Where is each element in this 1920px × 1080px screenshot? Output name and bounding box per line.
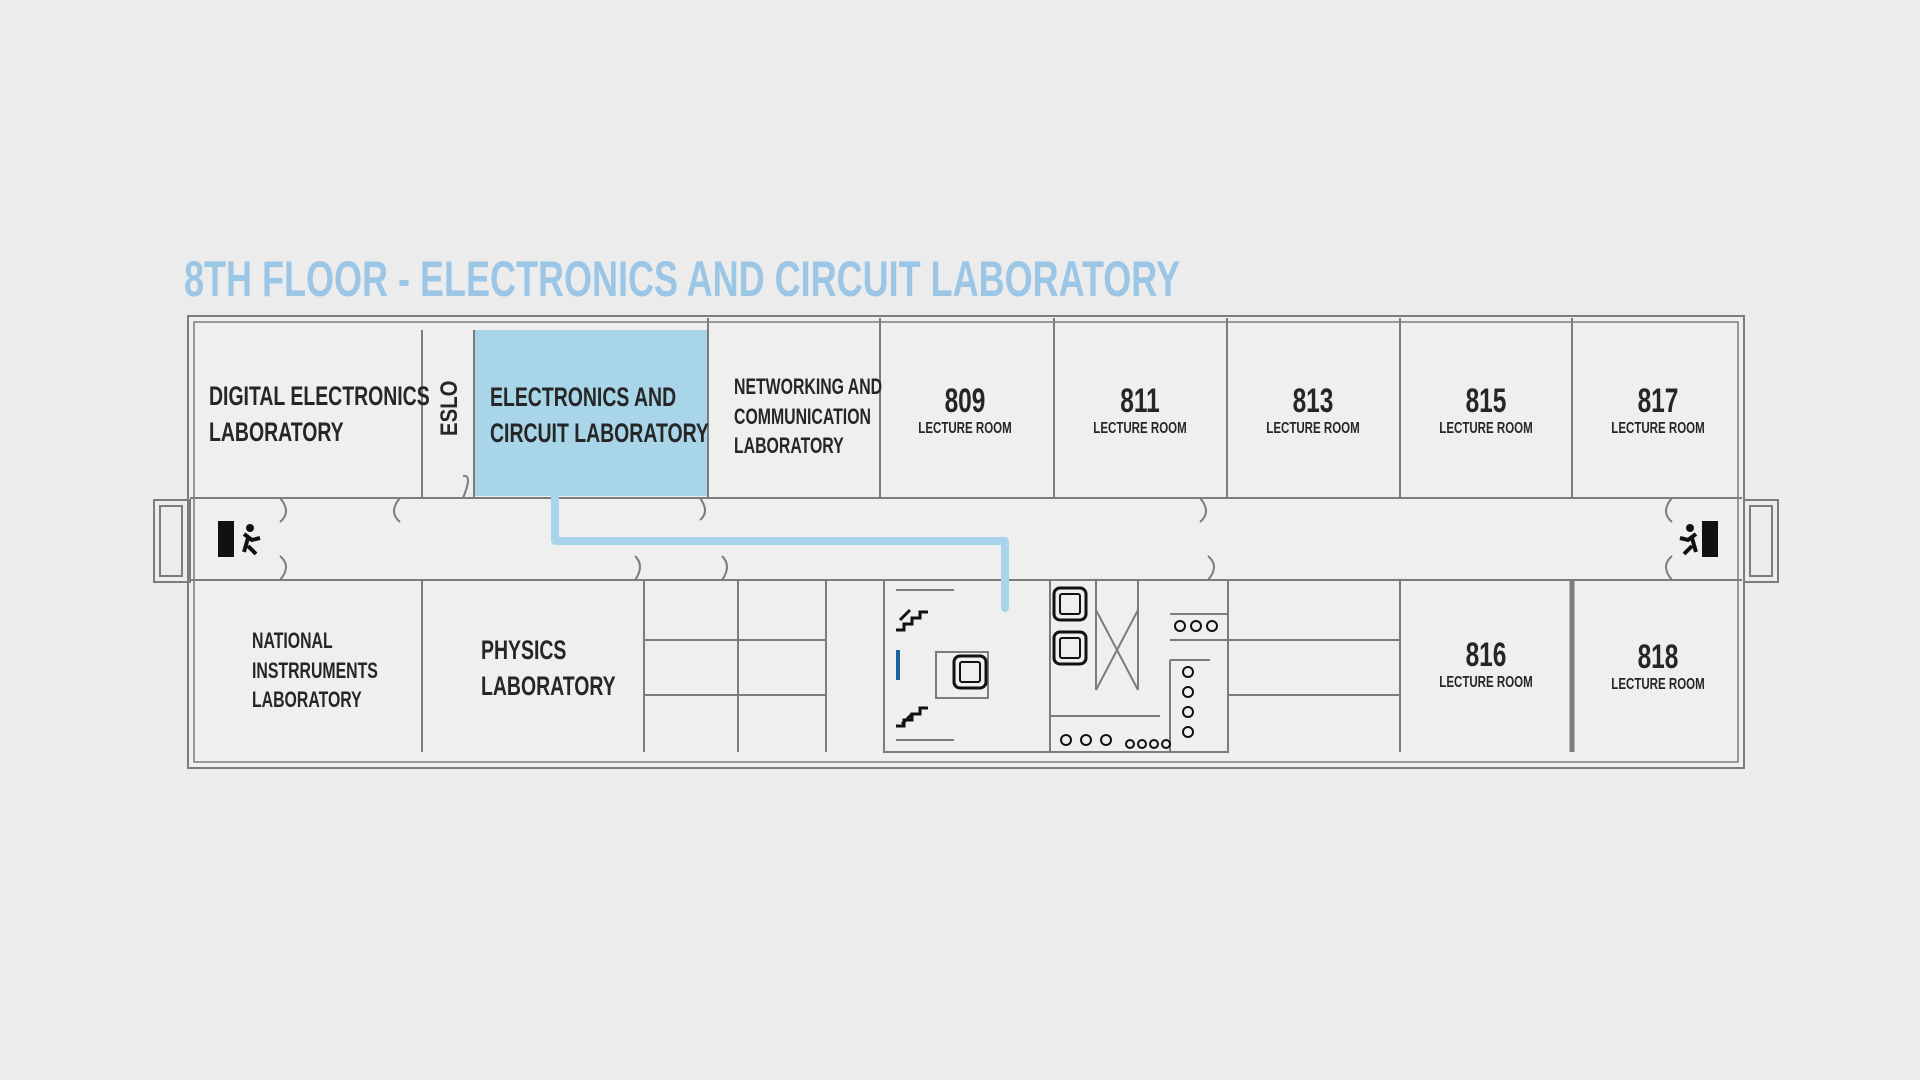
room-label-line: NETWORKING AND xyxy=(734,374,883,399)
elevator-icon xyxy=(1052,586,1088,622)
toilet-icon xyxy=(1060,620,1218,749)
room-number: 816 xyxy=(1465,636,1507,674)
room-type: LECTURE ROOM xyxy=(1611,419,1705,437)
room-816[interactable]: 816 LECTURE ROOM xyxy=(1419,636,1553,692)
room-networking[interactable]: NETWORKING AND COMMUNICATION LABORATORY xyxy=(734,372,882,461)
room-label-line: CIRCUIT LABORATORY xyxy=(490,418,709,449)
room-electronics-circuit[interactable]: ELECTRONICS AND CIRCUIT LABORATORY xyxy=(490,379,709,452)
room-817[interactable]: 817 LECTURE ROOM xyxy=(1591,382,1725,438)
route-path xyxy=(551,480,1009,612)
room-818[interactable]: 818 LECTURE ROOM xyxy=(1591,638,1725,694)
room-number: 813 xyxy=(1292,382,1334,420)
room-label-line: INSTRRUMENTS xyxy=(252,657,378,683)
room-number: 817 xyxy=(1637,382,1679,420)
room-label-line: DIGITAL ELECTRONICS xyxy=(209,381,430,411)
room-national-instruments[interactable]: NATIONAL INSTRRUMENTS LABORATORY xyxy=(252,626,378,715)
emergency-exit-icon xyxy=(1679,521,1718,557)
room-number: 818 xyxy=(1637,638,1679,676)
room-815[interactable]: 815 LECTURE ROOM xyxy=(1419,382,1553,438)
room-physics[interactable]: PHYSICS LABORATORY xyxy=(481,632,616,705)
room-type: LECTURE ROOM xyxy=(1439,419,1533,437)
room-number: 809 xyxy=(944,382,986,420)
emergency-exit-icon xyxy=(218,521,261,557)
room-label-line: NATIONAL xyxy=(252,628,333,653)
highlighted-room-electronics-circuit[interactable] xyxy=(474,330,708,496)
map-title: 8TH FLOOR - ELECTRONICS AND CIRCUIT LABO… xyxy=(184,251,1180,307)
elevator-icon xyxy=(1052,630,1088,666)
elevator-icon xyxy=(952,654,988,690)
room-type: LECTURE ROOM xyxy=(1611,675,1705,693)
room-type: LECTURE ROOM xyxy=(918,419,1012,437)
room-type: LECTURE ROOM xyxy=(1266,419,1360,437)
room-813[interactable]: 813 LECTURE ROOM xyxy=(1246,382,1380,438)
room-811[interactable]: 811 LECTURE ROOM xyxy=(1073,382,1207,438)
room-label-line: ELECTRONICS AND xyxy=(490,382,677,412)
room-label-line: PHYSICS xyxy=(481,635,567,665)
room-label-line: LABORATORY xyxy=(209,417,344,448)
room-809[interactable]: 809 LECTURE ROOM xyxy=(900,382,1030,438)
stairs-down-icon xyxy=(896,706,928,728)
room-label-line: LABORATORY xyxy=(252,687,362,713)
room-label-line: LABORATORY xyxy=(734,433,844,459)
room-type: LECTURE ROOM xyxy=(1439,673,1533,691)
room-label-line: LABORATORY xyxy=(481,671,616,702)
room-number: 811 xyxy=(1120,382,1160,420)
room-type: LECTURE ROOM xyxy=(1093,419,1187,437)
room-digital-electronics[interactable]: DIGITAL ELECTRONICS LABORATORY xyxy=(209,378,430,451)
room-number: 815 xyxy=(1465,382,1507,420)
room-label-line: COMMUNICATION xyxy=(734,403,871,429)
room-eslo[interactable]: ESLO xyxy=(436,380,463,436)
stairs-up-icon xyxy=(896,608,928,632)
